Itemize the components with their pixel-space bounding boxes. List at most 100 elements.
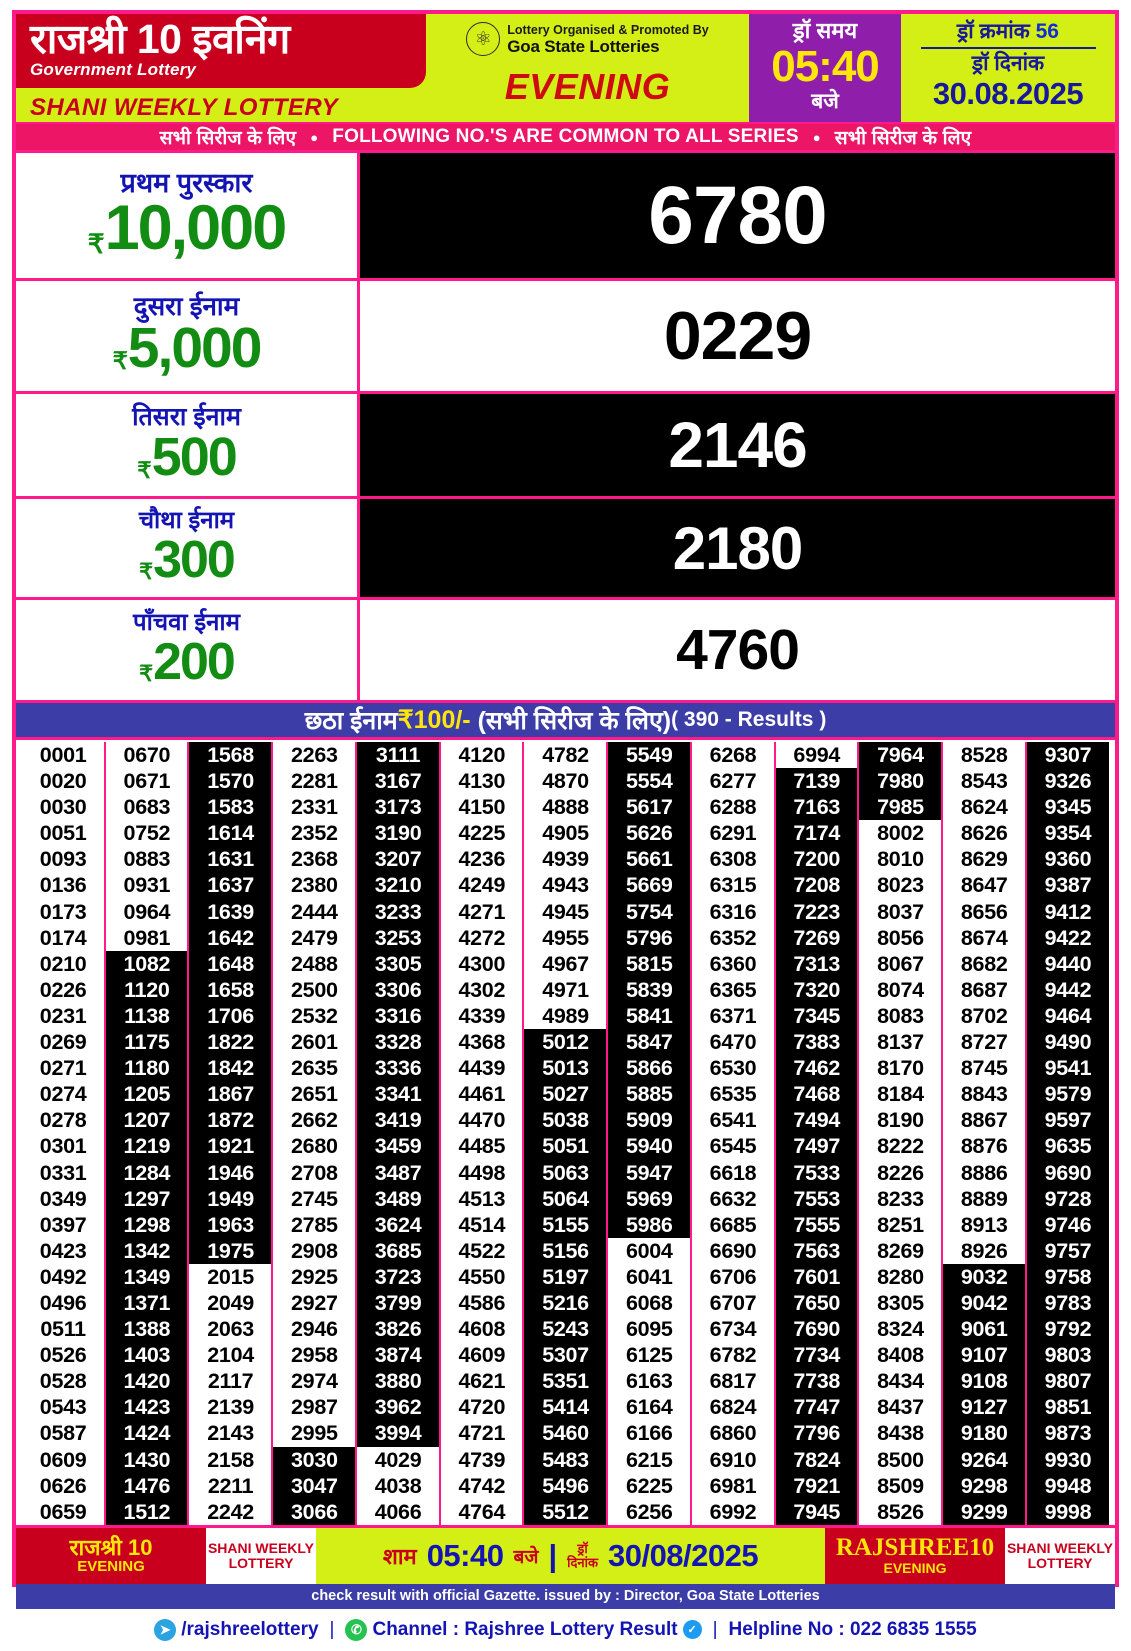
- number-cell: 0511: [22, 1316, 105, 1343]
- footer-gazette-note: check result with official Gazette. issu…: [16, 1583, 1115, 1609]
- telegram-group[interactable]: ➤ /rajshreelottery: [154, 1618, 319, 1641]
- number-cell: 4971: [524, 976, 607, 1003]
- number-cell: 8137: [859, 1029, 942, 1056]
- number-cell: 5051: [524, 1133, 607, 1160]
- number-cell: 0423: [22, 1237, 105, 1264]
- number-cell: 9728: [1026, 1185, 1110, 1212]
- number-cell: 9032: [943, 1263, 1026, 1290]
- number-cell: 4066: [356, 1498, 440, 1525]
- number-cell: 8727: [943, 1029, 1026, 1056]
- footer: राजश्री 10 EVENING SHANI WEEKLY LOTTERY …: [16, 1524, 1115, 1651]
- number-cell: 3880: [356, 1368, 440, 1395]
- number-cell: 7553: [775, 1185, 858, 1212]
- number-cell: 4720: [440, 1394, 523, 1421]
- number-cell: 8324: [859, 1316, 942, 1343]
- common-series-bar: सभी सिरीज के लिए ● FOLLOWING NO.'S ARE C…: [16, 122, 1115, 153]
- number-cell: 9930: [1026, 1446, 1110, 1473]
- number-cell: 3316: [356, 1002, 440, 1030]
- footer-brand-right: RAJSHREE10 EVENING: [825, 1527, 1005, 1584]
- number-cell: 2974: [273, 1368, 356, 1395]
- number-cell: 8674: [943, 924, 1026, 951]
- number-cell: 8745: [943, 1055, 1026, 1082]
- whatsapp-group[interactable]: ✆ Channel : Rajshree Lottery Result ✓: [345, 1618, 702, 1641]
- number-cell: 2049: [189, 1289, 272, 1317]
- number-cell: 2015: [189, 1263, 272, 1290]
- sixth-prize-results-count: ( 390 - Results ): [671, 708, 827, 731]
- prize-name-1: प्रथम पुरस्कार: [120, 167, 253, 198]
- number-cell: 4522: [440, 1237, 523, 1264]
- footer-date: 30/08/2025: [607, 1537, 759, 1573]
- number-cell: 2651: [273, 1081, 356, 1108]
- number-cell: 0659: [22, 1498, 105, 1525]
- number-cell: 1430: [105, 1446, 188, 1473]
- helpline-number[interactable]: Helpline No : 022 6835 1555: [728, 1618, 977, 1640]
- number-cell: 0883: [105, 846, 188, 873]
- number-cell: 4439: [440, 1055, 523, 1082]
- number-cell: 1284: [105, 1159, 188, 1186]
- number-cell: 9690: [1026, 1159, 1110, 1186]
- number-cell: 2745: [273, 1185, 356, 1212]
- number-cell: 9758: [1026, 1263, 1110, 1290]
- number-cell: 6360: [691, 950, 775, 977]
- footer-brand-title: राजश्री 10: [69, 1535, 153, 1561]
- organiser-row: ⚛ Lottery Organised & Promoted By Goa St…: [466, 22, 709, 56]
- footer-time: 05:40: [426, 1537, 504, 1573]
- number-cell: 1963: [189, 1211, 272, 1238]
- number-cell: 6470: [691, 1029, 775, 1056]
- number-cell: 7313: [775, 950, 858, 977]
- whatsapp-channel[interactable]: Channel : Rajshree Lottery Result: [372, 1618, 678, 1640]
- number-cell: 8629: [943, 846, 1026, 873]
- sixth-prize-label: छठा ईनाम: [304, 707, 398, 735]
- brand-subtitle: Government Lottery: [30, 60, 197, 79]
- number-cell: 3489: [356, 1185, 440, 1212]
- number-cell: 8626: [943, 820, 1026, 847]
- number-cell: 4514: [440, 1211, 523, 1238]
- number-cell: 3328: [356, 1029, 440, 1056]
- number-cell: 9803: [1026, 1342, 1110, 1369]
- number-cell: 4485: [440, 1133, 523, 1160]
- footer-draw-date-label: ड्रॉ दिनांक: [567, 1541, 598, 1570]
- number-cell: 6125: [608, 1342, 691, 1369]
- prize-amount-value-1: 10,000: [104, 193, 288, 264]
- number-cell: 0670: [105, 742, 188, 769]
- prize-value-2: 0229: [360, 281, 1115, 391]
- number-cell: 7738: [775, 1368, 858, 1395]
- number-cell: 3419: [356, 1107, 440, 1134]
- telegram-handle[interactable]: /rajshreelottery: [181, 1618, 319, 1640]
- number-cell: 9042: [943, 1289, 1026, 1317]
- number-cell: 1388: [105, 1316, 188, 1343]
- number-cell: 1476: [105, 1472, 188, 1499]
- number-cell: 1424: [105, 1420, 188, 1447]
- number-cell: 8438: [859, 1420, 942, 1447]
- number-cell: 5351: [524, 1368, 607, 1395]
- number-cell: 3210: [356, 872, 440, 899]
- number-cell: 5839: [608, 976, 691, 1003]
- number-cell: 2958: [273, 1342, 356, 1369]
- number-cell: 9326: [1026, 768, 1110, 795]
- number-cell: 6910: [691, 1446, 775, 1473]
- footer-brand-left: राजश्री 10 EVENING: [16, 1527, 206, 1584]
- number-cell: 2532: [273, 1002, 356, 1030]
- number-cell: 2500: [273, 976, 356, 1003]
- number-cell: 4609: [440, 1342, 523, 1369]
- number-cell: 5796: [608, 924, 691, 951]
- number-cell: 2479: [273, 924, 356, 951]
- footer-divider-1: |: [329, 1618, 335, 1640]
- number-cell: 6268: [691, 742, 775, 769]
- number-cell: 1921: [189, 1133, 272, 1160]
- number-cell: 0136: [22, 872, 105, 899]
- prize-label-3: तिसरा ईनाम ₹ 500: [16, 394, 360, 496]
- number-cell: 5549: [608, 742, 691, 769]
- prize-label-5: पाँचवा ईनाम ₹ 200: [16, 600, 360, 700]
- number-cell: 0397: [22, 1211, 105, 1238]
- number-cell: 0226: [22, 976, 105, 1003]
- number-cell: 2352: [273, 820, 356, 847]
- number-cell: 6632: [691, 1185, 775, 1212]
- number-cell: 8500: [859, 1446, 942, 1473]
- number-cell: 8509: [859, 1472, 942, 1499]
- number-cell: 6365: [691, 976, 775, 1003]
- bullet-icon: ●: [310, 129, 319, 145]
- number-cell: 5155: [524, 1211, 607, 1238]
- number-cell: 7945: [775, 1498, 858, 1525]
- number-cell: 2925: [273, 1263, 356, 1290]
